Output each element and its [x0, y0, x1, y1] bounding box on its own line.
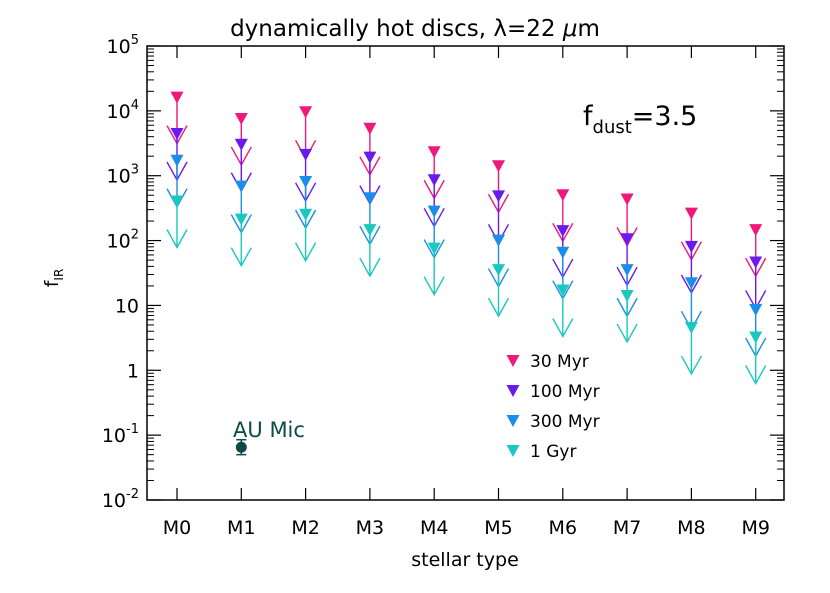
series-2	[166, 154, 767, 358]
y-tick-label: 105	[107, 33, 139, 58]
legend-label: 300 Myr	[530, 412, 600, 432]
title-part: m	[578, 16, 600, 42]
upper-limit-arrow	[166, 201, 188, 249]
y-tick-label: 102	[107, 228, 139, 253]
upper-limit-arrow	[487, 270, 510, 318]
title-part: dynamically hot discs,	[230, 16, 493, 42]
series-3	[166, 195, 767, 385]
x-tick-label: M9	[741, 517, 769, 539]
legend-label: 30 Myr	[530, 352, 589, 372]
fdust-annotation: fdust=3.5	[583, 101, 697, 138]
legend-marker	[506, 415, 520, 427]
legend: 30 Myr 100 Myr 300 Myr 1 Gyr	[506, 352, 600, 462]
x-tick-label: M2	[291, 517, 319, 539]
upper-limit-arrow	[616, 295, 638, 344]
chart-title: dynamically hot discs, λ=22 μm	[230, 16, 600, 42]
x-tick-label: M4	[420, 517, 448, 539]
axis-ticks: 10-2 10-1 1 10 102 103 104 105 M0 M1 M2 M3 M4 M5 M6 M7 M…	[102, 33, 784, 539]
au-mic-point: AU Mic	[233, 418, 305, 456]
legend-label: 1 Gyr	[530, 442, 576, 462]
axis-labels: stellar type fIR	[41, 269, 519, 571]
series-layer	[166, 91, 767, 385]
upper-limit-arrow	[745, 337, 767, 385]
upper-limit-arrow	[680, 327, 703, 376]
fdust-text: fdust=3.5	[583, 101, 697, 138]
x-tick-label: M5	[484, 517, 512, 539]
series-1	[166, 127, 767, 310]
y-tick-label: 103	[107, 163, 139, 188]
x-tick-label: M3	[356, 517, 384, 539]
x-tick-label: M7	[613, 517, 641, 539]
legend-marker	[506, 355, 520, 367]
upper-limit-arrow	[552, 290, 574, 338]
y-tick-label: 10	[115, 295, 139, 317]
x-tick-label: M0	[163, 517, 191, 539]
plot-border	[146, 45, 785, 501]
upper-limit-arrow	[359, 230, 381, 278]
x-tick-label: M6	[549, 517, 577, 539]
upper-limit-arrow	[745, 262, 767, 310]
y-tick-label: 10-1	[102, 422, 139, 447]
y-tick-label: 10-2	[102, 487, 139, 512]
data-point	[556, 246, 570, 259]
legend-label: 100 Myr	[530, 382, 600, 402]
title-part: =22	[507, 16, 563, 42]
title-part: μ	[562, 16, 578, 42]
upper-limit-arrow	[294, 214, 317, 263]
legend-marker	[506, 445, 520, 457]
y-axis-label: fIR	[41, 269, 66, 288]
x-tick-label: M8	[677, 517, 705, 539]
upper-limit-arrow	[230, 219, 252, 268]
au-mic-label: AU Mic	[233, 418, 305, 442]
plot-frame	[146, 45, 785, 501]
y-tick-label: 1	[127, 360, 139, 382]
y-tick-label: 104	[107, 98, 139, 123]
legend-marker	[506, 385, 520, 397]
title-text: dynamically hot discs, λ=22 μm	[230, 16, 600, 42]
upper-limit-arrow	[423, 248, 445, 297]
title-part: λ	[493, 16, 507, 42]
x-tick-label: M1	[227, 517, 255, 539]
au-mic-marker	[235, 441, 247, 453]
x-axis-label: stellar type	[411, 549, 519, 571]
